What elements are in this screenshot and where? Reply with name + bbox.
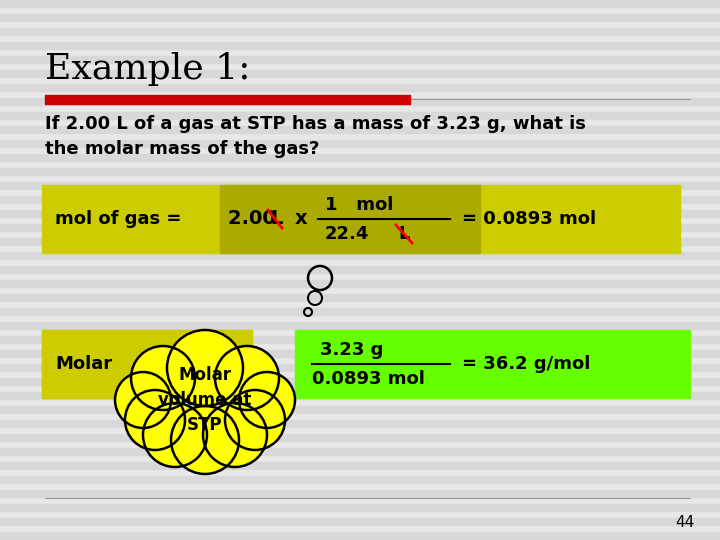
Bar [0,378,720,385]
Bar [0,490,720,497]
Bar [0,252,720,259]
Text: If 2.00 L of a gas at STP has a mass of 3.23 g, what is: If 2.00 L of a gas at STP has a mass of … [45,115,586,133]
Bar [0,168,720,175]
Bar [0,518,720,525]
Bar [0,392,720,399]
Bar [0,476,720,483]
Circle shape [125,390,185,450]
Text: 0.0893 mol: 0.0893 mol [312,370,425,388]
Text: Molar
volume at
STP: Molar volume at STP [158,366,252,434]
Circle shape [225,390,285,450]
Text: the molar mass of the gas?: the molar mass of the gas? [45,140,320,158]
Bar [0,266,720,273]
Bar [0,238,720,245]
Bar [0,420,720,427]
Bar [0,224,720,231]
Bar [295,330,690,398]
Bar [0,14,720,21]
Bar [0,336,720,343]
Bar [0,42,720,49]
Bar [0,364,720,371]
Circle shape [131,346,195,410]
Bar [0,126,720,133]
Text: L: L [398,225,410,243]
Text: mol of gas =: mol of gas = [55,210,188,228]
Circle shape [167,330,243,406]
Bar [0,28,720,35]
Bar [0,448,720,455]
Bar [0,462,720,469]
Text: = 0.0893 mol: = 0.0893 mol [462,210,596,228]
Bar [0,84,720,91]
Text: Example 1:: Example 1: [45,52,251,86]
Bar [0,182,720,189]
Text: 22.4: 22.4 [325,225,369,243]
Text: Molar: Molar [55,355,112,373]
Bar [42,330,252,398]
Text: x: x [295,210,307,228]
Text: Molar: Molar [55,355,112,373]
Bar [0,210,720,217]
Bar [0,98,720,105]
Bar [0,140,720,147]
Bar [42,330,252,398]
Bar [0,350,720,357]
Circle shape [239,372,295,428]
Bar [45,95,410,104]
Text: 1   mol: 1 mol [325,197,393,214]
Bar [0,322,720,329]
Bar [0,294,720,301]
Circle shape [203,403,267,467]
Bar [0,154,720,161]
Bar [0,532,720,539]
Bar [0,504,720,511]
Bar [0,434,720,441]
Bar [0,0,720,7]
Bar [0,56,720,63]
Text: 2.00: 2.00 [228,210,282,228]
Circle shape [171,406,239,474]
Bar [0,196,720,203]
Text: 44: 44 [676,515,695,530]
Bar [42,185,680,253]
Circle shape [115,372,171,428]
Circle shape [215,346,279,410]
Text: L: L [270,210,282,228]
Bar [0,406,720,413]
Bar [0,280,720,287]
Bar [220,185,480,253]
Bar [0,308,720,315]
Circle shape [143,403,207,467]
Text: 3.23 g: 3.23 g [320,341,383,360]
Bar [0,70,720,77]
Bar [0,112,720,119]
Text: = 36.2 g/mol: = 36.2 g/mol [462,355,590,373]
